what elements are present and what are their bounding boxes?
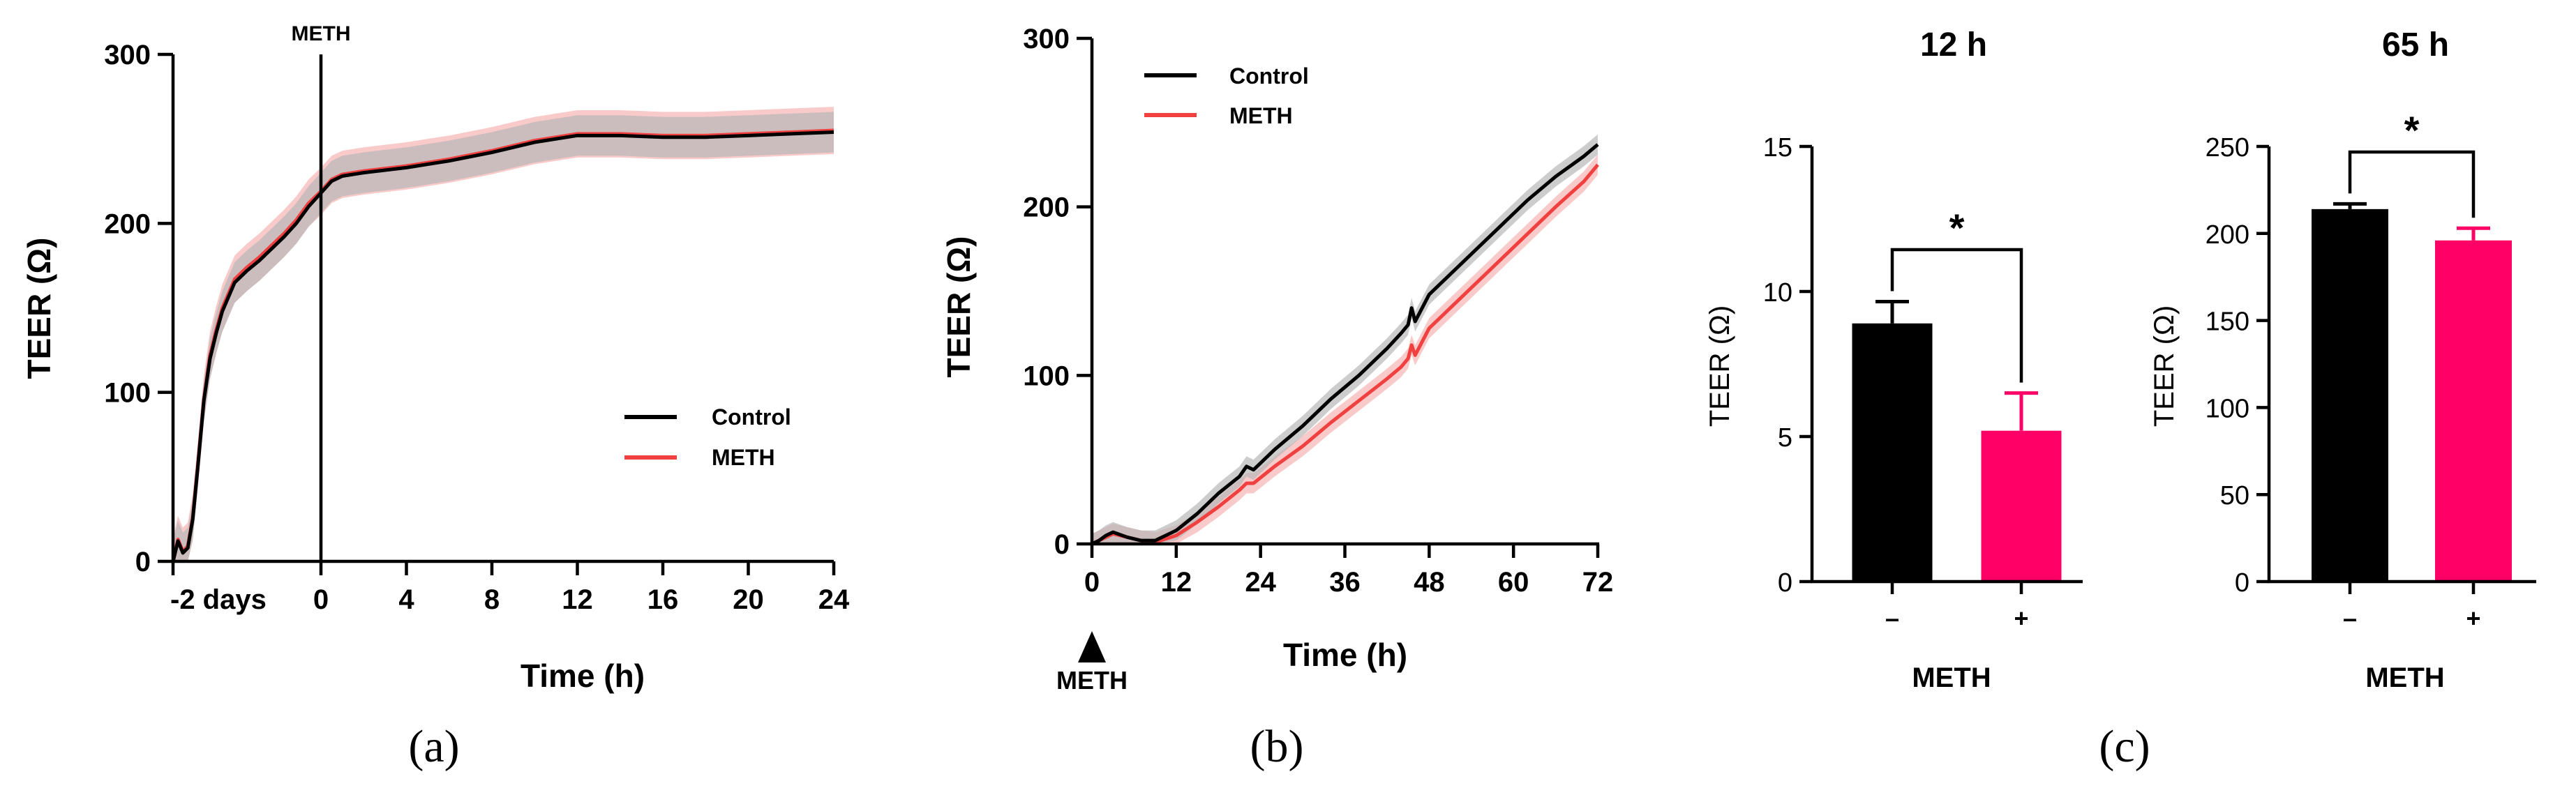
panel-a-x-tick-label: 16 [647, 584, 679, 615]
panel-b-legend-control: Control [1229, 63, 1309, 89]
panel-b-meth-annotation: METH [1056, 666, 1128, 695]
panel-b-y-tick-label: 100 [1023, 361, 1070, 391]
panel-a-meth-annotation: METH [292, 22, 351, 45]
panel-a-band-control [173, 112, 834, 562]
panel-a-x-tick-label: 4 [398, 584, 414, 615]
panel-a-y-tick-label: 200 [104, 209, 151, 239]
panel-c2-y-tick-label: 50 [2220, 481, 2249, 510]
panel-a-label: (a) [408, 721, 459, 772]
panel-c2-y-tick-label: 200 [2206, 220, 2249, 250]
panel-b-meth-arrow [1078, 631, 1106, 662]
panel-a-line-control [171, 130, 834, 562]
panel-c-12h-y-label: TEER (Ω) [1705, 305, 1735, 427]
panel-b-x-tick-label: 36 [1329, 567, 1361, 598]
panel-c2-significance-star: * [2404, 108, 2420, 152]
panel-b-x-tick-label: 60 [1498, 567, 1529, 598]
panel-c1-y-tick-label: 5 [1778, 423, 1792, 453]
panel-c-65h-y-label: TEER (Ω) [2149, 305, 2180, 427]
panel-c2-category-label: – [2343, 604, 2357, 632]
panel-a-legend-meth: METH [712, 445, 775, 470]
panel-c1-category-label: – [1885, 604, 1899, 632]
panel-c2-bar-meth [2435, 240, 2512, 582]
panel-c2-bar-control [2312, 209, 2388, 582]
panel-c2-category-label: + [2466, 604, 2480, 632]
panel-b-line-control [1091, 143, 1599, 546]
panel-a-x-tick-label: 0 [313, 584, 329, 615]
panel-c-12h-title: 12 h [1920, 26, 1987, 63]
panel-a-x-tick-label: 20 [733, 584, 764, 615]
panel-c2-significance-bracket [2348, 150, 2476, 218]
panel-c-65h-title: 65 h [2382, 26, 2449, 63]
panel-c2-y-tick-label: 150 [2206, 308, 2249, 337]
panel-b-x-tick-label: 48 [1414, 567, 1445, 598]
panel-a-y-tick-label: 300 [104, 40, 151, 70]
panel-c1-significance-bracket [1890, 248, 2023, 383]
panel-b-x-tick-label: 0 [1084, 567, 1100, 598]
panel-c-12h-x-label: METH [1912, 662, 1991, 693]
panel-b-y-tick-label: 0 [1054, 529, 1070, 560]
panel-a-x-tick-label: 24 [818, 584, 850, 615]
panel-c1-significance-star: * [1949, 206, 1965, 250]
panel-a-x-tick-label: 8 [484, 584, 500, 615]
panel-a-band-meth [173, 107, 834, 561]
panel-c-label: (c) [2099, 721, 2150, 772]
panel-b-x-label: Time (h) [1283, 637, 1407, 673]
panel-b-x-tick-label: 12 [1161, 567, 1192, 598]
panel-a-legend-control: Control [712, 404, 791, 430]
panel-b-label: (b) [1250, 721, 1304, 772]
panel-b-x-tick-label: 72 [1582, 567, 1614, 598]
panel-c2-y-tick-label: 100 [2206, 394, 2249, 423]
panel-c1-y-tick-label: 15 [1763, 133, 1792, 162]
panel-c-12h-chart: 12 h 0 5 10 15 – + * TEER (Ω) METH [1705, 26, 2083, 693]
panel-a-y-tick-label: 0 [135, 547, 151, 577]
panel-c2-y-tick-label: 0 [2235, 568, 2249, 598]
panel-c1-bar-meth [1981, 430, 2062, 582]
panel-a-x-tick-label: 12 [562, 584, 593, 615]
panel-a-chart: 0 100 200 300 -2 days 0 4 8 12 16 20 24 METH TEER … [21, 22, 850, 772]
panel-c1-bar-control [1852, 323, 1933, 582]
panel-b-band-control [1092, 134, 1598, 544]
panel-c-65h-chart: 65 h 0 50 100 150 200 250 – + * TEER (Ω) METH [2149, 26, 2536, 693]
panel-b-chart: 0 100 200 300 0 12 24 36 48 60 72 METH TEER (Ω) T… [941, 24, 1613, 772]
panel-a-x-label: Time (h) [521, 658, 645, 694]
panel-a-y-tick-label: 100 [104, 378, 151, 409]
panel-b-y-label: TEER (Ω) [941, 236, 977, 378]
panel-c1-y-tick-label: 10 [1763, 278, 1792, 308]
panel-b-legend-meth: METH [1229, 103, 1293, 128]
panel-b-x-tick-label: 24 [1245, 567, 1276, 598]
panel-c1-y-tick-label: 0 [1778, 568, 1792, 598]
panel-a-y-label: TEER (Ω) [21, 238, 57, 379]
panel-a-line-meth [171, 128, 834, 562]
panel-b-y-tick-label: 200 [1023, 192, 1070, 223]
panel-c1-category-label: + [2014, 604, 2028, 632]
panel-b-y-tick-label: 300 [1023, 24, 1070, 54]
panel-c2-y-tick-label: 250 [2206, 133, 2249, 162]
panel-b-line-meth [1091, 163, 1599, 546]
panel-c-65h-x-label: METH [2365, 662, 2444, 693]
panel-a-x-tick-label: -2 days [170, 584, 267, 615]
